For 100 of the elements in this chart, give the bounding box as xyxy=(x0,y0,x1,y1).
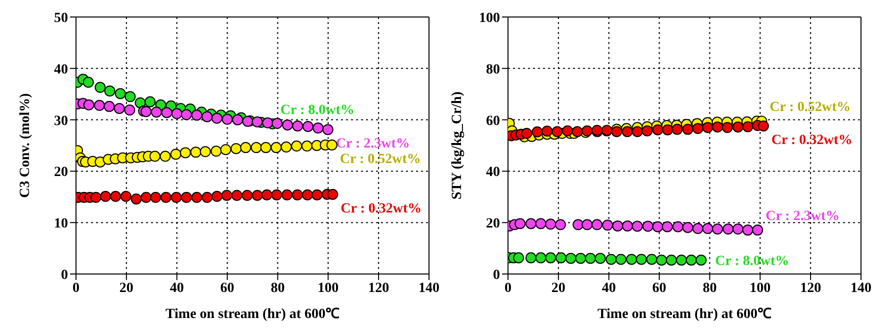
point xyxy=(584,252,596,264)
point xyxy=(732,224,744,235)
point xyxy=(104,100,115,112)
point xyxy=(652,124,664,136)
point xyxy=(622,220,634,232)
point xyxy=(150,192,162,203)
x-tick-label: 120 xyxy=(800,280,822,296)
point xyxy=(130,193,142,204)
y-tick-label: 40 xyxy=(486,165,500,180)
x-tick-label: 140 xyxy=(418,280,440,296)
point xyxy=(302,120,314,132)
y-axis-title: C3 Conv. (mol%) xyxy=(18,92,33,198)
point xyxy=(100,190,111,202)
x-tick-label: 0 xyxy=(72,280,80,296)
point xyxy=(210,146,222,157)
x-tick-label: 20 xyxy=(119,280,134,296)
x-tick-label: 20 xyxy=(551,280,566,296)
point xyxy=(160,150,171,162)
point xyxy=(312,189,323,200)
point xyxy=(702,122,714,134)
point xyxy=(513,252,524,264)
point xyxy=(191,192,202,203)
point xyxy=(327,188,338,200)
point xyxy=(302,189,313,200)
series-label: Cr : 0.32wt% xyxy=(771,132,852,148)
point xyxy=(250,142,262,154)
point xyxy=(545,252,556,264)
point xyxy=(292,120,304,132)
point xyxy=(742,224,754,236)
point xyxy=(326,139,338,150)
point xyxy=(180,109,192,120)
point xyxy=(662,124,674,136)
point xyxy=(291,140,302,152)
y-tick-label: 20 xyxy=(54,165,68,180)
point xyxy=(140,106,152,118)
point xyxy=(682,222,694,233)
series-label: Cr : 0.52wt% xyxy=(770,100,851,116)
point xyxy=(632,126,643,138)
series-label: Cr : 0.32wt% xyxy=(340,201,422,216)
point xyxy=(312,122,324,134)
point xyxy=(636,254,647,265)
point xyxy=(514,218,526,230)
point xyxy=(82,76,94,88)
series-label: Cr : 2.3wt% xyxy=(766,209,840,224)
point xyxy=(732,121,744,132)
x-tick-label: 60 xyxy=(220,280,234,296)
point xyxy=(525,252,536,264)
point xyxy=(252,190,263,201)
point xyxy=(292,189,303,200)
point xyxy=(90,192,102,203)
point xyxy=(582,219,593,230)
point xyxy=(672,124,683,135)
series-label: Cr : 8.0wt% xyxy=(715,254,790,270)
point xyxy=(230,143,242,154)
series-label: Cr : 2.3wt% xyxy=(336,136,410,152)
point xyxy=(211,190,222,202)
point xyxy=(646,254,658,265)
point xyxy=(552,126,563,138)
point xyxy=(171,108,182,120)
point xyxy=(200,146,211,158)
point xyxy=(150,106,162,118)
point xyxy=(149,150,160,162)
point xyxy=(260,142,272,154)
y-tick-label: 80 xyxy=(486,62,500,78)
point xyxy=(161,107,172,118)
point xyxy=(632,220,643,232)
point xyxy=(555,252,566,264)
point xyxy=(562,125,574,136)
point xyxy=(682,124,694,135)
point xyxy=(94,82,106,93)
point xyxy=(642,220,654,232)
point xyxy=(270,142,282,154)
point xyxy=(114,102,125,114)
point xyxy=(252,116,263,128)
point xyxy=(221,190,232,201)
point xyxy=(120,190,132,202)
y-tick-label: 100 xyxy=(479,10,500,26)
point xyxy=(144,96,156,108)
point xyxy=(626,254,638,265)
point xyxy=(124,104,136,116)
point xyxy=(686,254,697,266)
point xyxy=(672,221,684,232)
point xyxy=(722,122,733,134)
point xyxy=(602,220,614,231)
x-axis-title: Time on stream (hr) at 600℃ xyxy=(597,307,772,322)
x-tick-label: 100 xyxy=(318,280,339,296)
series-label: Cr : 8.0wt% xyxy=(280,102,354,118)
y-tick-label: 0 xyxy=(61,268,68,283)
point xyxy=(554,219,566,230)
point xyxy=(170,148,182,160)
point xyxy=(572,219,584,230)
point xyxy=(712,121,724,132)
point xyxy=(232,114,244,126)
x-axis-title: Time on stream (hr) at 600℃ xyxy=(165,307,340,322)
point xyxy=(692,123,704,134)
x-tick-label: 140 xyxy=(850,280,872,296)
point xyxy=(202,192,213,203)
point xyxy=(594,252,606,264)
point xyxy=(572,126,583,138)
x-tick-label: 60 xyxy=(652,280,666,296)
